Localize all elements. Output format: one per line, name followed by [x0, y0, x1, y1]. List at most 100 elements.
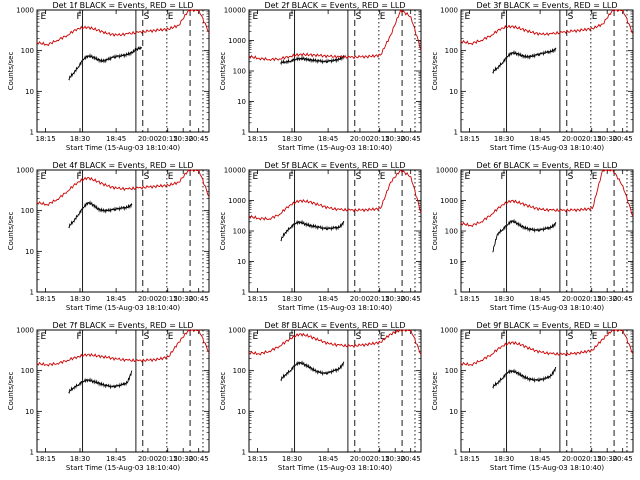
y-tick-label: 100 — [21, 207, 34, 215]
events-series-line — [280, 54, 345, 66]
time-marker-label: E — [380, 172, 386, 182]
x-tick-label: 18:30 — [282, 455, 302, 463]
y-axis-label: Counts/sec — [219, 52, 227, 91]
x-tick-label: 18:15 — [36, 135, 56, 143]
time-marker-label: E — [592, 172, 598, 182]
plot-frame — [248, 9, 422, 133]
x-tick-label: 18:45 — [318, 135, 338, 143]
y-tick-label: 1 — [30, 449, 34, 457]
x-tick-label: 20:15 — [370, 455, 390, 463]
y-tick-label: 1000 — [228, 37, 246, 45]
y-axis-label: Counts/sec — [219, 372, 227, 411]
x-tick-label: 18:15 — [460, 295, 480, 303]
x-tick-label: 18:45 — [106, 455, 126, 463]
x-tick-label: 20:30 — [173, 135, 193, 143]
y-tick-label: 10 — [237, 98, 246, 106]
lld-series-line — [248, 329, 422, 356]
y-tick-label: 1 — [30, 289, 34, 297]
y-tick-label: 100 — [233, 367, 246, 375]
y-tick-label: 10 — [449, 258, 458, 266]
time-marker-label: S — [144, 12, 150, 22]
y-tick-label: 10 — [25, 248, 34, 256]
lightcurve-panel-8: Det 8f BLACK = Events, RED = LLD 1 10 100 10… — [219, 321, 422, 472]
plot-frame — [248, 329, 422, 453]
time-marker-label: E — [252, 332, 258, 342]
time-marker-label: F — [501, 332, 506, 342]
panel-title: Det 1f BLACK = Events, RED = LLD — [52, 1, 193, 10]
x-tick-label: 20:30 — [385, 135, 405, 143]
plot-frame — [36, 329, 210, 453]
panel-title: Det 8f BLACK = Events, RED = LLD — [264, 321, 405, 330]
time-marker-label: S — [568, 172, 574, 182]
x-axis-label: Start Time (15-Aug-03 18:10:40) — [278, 144, 392, 152]
x-tick-label: 20:15 — [370, 295, 390, 303]
x-tick-label: 20:00 — [350, 455, 370, 463]
plot-frame — [460, 9, 634, 133]
x-tick-label: 18:15 — [248, 295, 268, 303]
y-axis-label: Counts/sec — [431, 212, 439, 251]
time-marker-label: E — [168, 12, 174, 22]
x-tick-label: 18:30 — [494, 295, 514, 303]
x-tick-label: 20:45 — [613, 295, 633, 303]
lld-series-line — [460, 169, 634, 228]
y-axis-label: Counts/sec — [219, 212, 227, 251]
y-tick-label: 100 — [233, 68, 246, 76]
y-tick-label: 10000 — [224, 7, 246, 15]
x-tick-label: 20:30 — [597, 455, 617, 463]
time-marker-label: E — [464, 12, 470, 22]
events-series-line — [492, 47, 557, 74]
time-marker-label: E — [40, 12, 46, 22]
lightcurve-panel-3: Det 3f BLACK = Events, RED = LLD 1 10 100 10… — [431, 1, 634, 152]
time-marker-label: S — [144, 172, 150, 182]
x-tick-label: 20:45 — [189, 295, 209, 303]
lld-series-line — [36, 329, 210, 367]
y-axis-label: Counts/sec — [431, 52, 439, 91]
x-tick-label: 20:45 — [189, 135, 209, 143]
y-tick-label: 1 — [242, 289, 246, 297]
lightcurve-panel-2: Det 2f BLACK = Events, RED = LLD 1 10 100 10… — [219, 1, 422, 152]
time-marker-label: E — [40, 172, 46, 182]
x-axis-label: Start Time (15-Aug-03 18:10:40) — [490, 464, 604, 472]
y-axis-label: Counts/sec — [431, 372, 439, 411]
time-marker-label: S — [356, 332, 362, 342]
y-tick-label: 10 — [449, 408, 458, 416]
lightcurve-panel-7: Det 7f BLACK = Events, RED = LLD 1 10 100 10… — [7, 321, 210, 472]
y-tick-label: 1000 — [16, 167, 34, 175]
x-tick-label: 20:15 — [582, 135, 602, 143]
y-tick-label: 1000 — [16, 7, 34, 15]
x-tick-label: 18:45 — [530, 135, 550, 143]
x-tick-label: 18:45 — [318, 455, 338, 463]
lld-series-line — [248, 169, 422, 221]
time-marker-label: S — [356, 12, 362, 22]
y-tick-label: 1000 — [440, 197, 458, 205]
x-tick-label: 20:00 — [562, 455, 582, 463]
x-tick-label: 20:00 — [138, 455, 158, 463]
y-tick-label: 10 — [237, 258, 246, 266]
y-tick-label: 1000 — [16, 327, 34, 335]
time-marker-label: S — [568, 332, 574, 342]
time-marker-label: E — [592, 12, 598, 22]
x-tick-label: 18:30 — [282, 135, 302, 143]
x-tick-label: 20:00 — [350, 135, 370, 143]
x-tick-label: 20:00 — [138, 295, 158, 303]
y-axis-label: Counts/sec — [7, 372, 15, 411]
x-tick-label: 20:30 — [597, 135, 617, 143]
y-tick-label: 10 — [25, 88, 34, 96]
time-marker-label: S — [356, 172, 362, 182]
panel-title: Det 6f BLACK = Events, RED = LLD — [476, 161, 617, 170]
time-marker-label: E — [168, 332, 174, 342]
y-tick-label: 100 — [445, 228, 458, 236]
x-tick-label: 20:30 — [597, 295, 617, 303]
x-tick-label: 18:30 — [494, 135, 514, 143]
y-tick-label: 10000 — [436, 167, 458, 175]
x-tick-label: 20:45 — [401, 135, 421, 143]
time-marker-label: F — [289, 12, 294, 22]
time-marker-label: E — [168, 172, 174, 182]
x-tick-label: 20:15 — [370, 135, 390, 143]
y-tick-label: 1000 — [440, 327, 458, 335]
events-series-line — [68, 46, 143, 81]
x-tick-label: 18:15 — [460, 455, 480, 463]
x-axis-label: Start Time (15-Aug-03 18:10:40) — [66, 464, 180, 472]
events-series-line — [492, 218, 557, 253]
x-axis-label: Start Time (15-Aug-03 18:10:40) — [490, 304, 604, 312]
